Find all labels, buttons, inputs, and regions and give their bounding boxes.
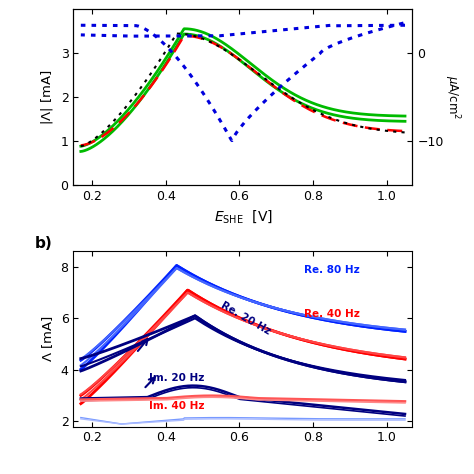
Y-axis label: $|\Lambda|$ [mA]: $|\Lambda|$ [mA]: [39, 69, 55, 125]
Text: Re. 80 Hz: Re. 80 Hz: [304, 265, 359, 275]
Text: Im. 20 Hz: Im. 20 Hz: [149, 374, 204, 383]
Text: b): b): [35, 236, 52, 251]
X-axis label: $E_\mathrm{SHE}$  [V]: $E_\mathrm{SHE}$ [V]: [213, 208, 273, 225]
Y-axis label: $\mu$A/cm$^2$: $\mu$A/cm$^2$: [442, 75, 462, 119]
Text: Re. 20 Hz: Re. 20 Hz: [219, 301, 272, 337]
Text: Re. 40 Hz: Re. 40 Hz: [304, 309, 360, 319]
Y-axis label: $\Lambda$ [mA]: $\Lambda$ [mA]: [40, 316, 55, 362]
Text: Im. 40 Hz: Im. 40 Hz: [149, 401, 204, 411]
